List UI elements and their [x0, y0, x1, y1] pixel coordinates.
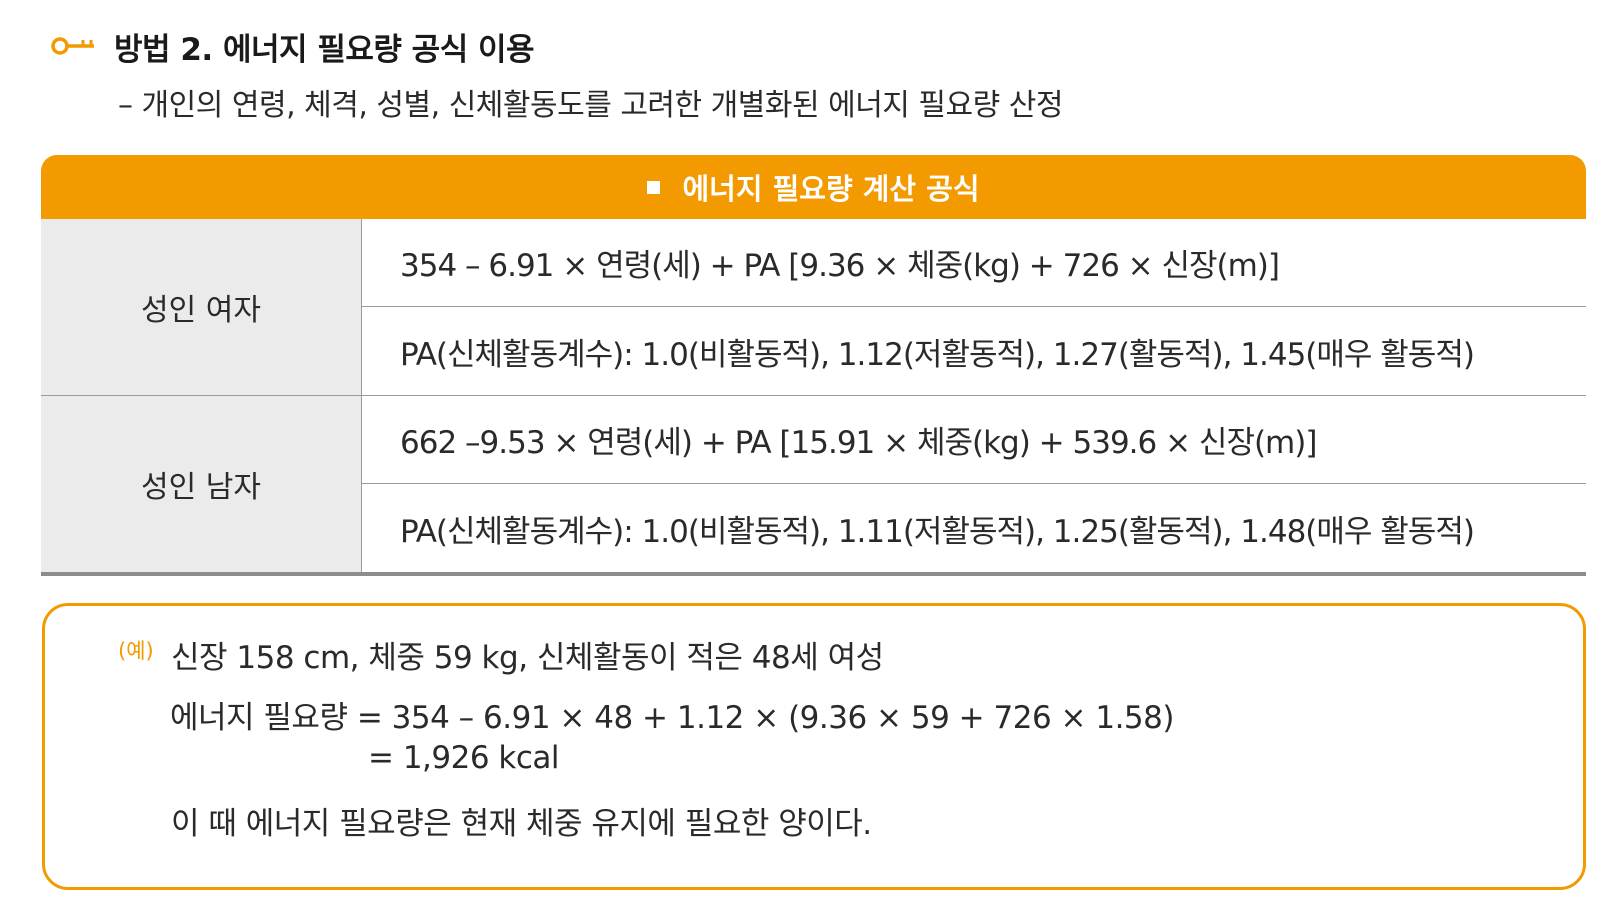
formula-row: 354 – 6.91 × 연령(세) + PA [9.36 × 체중(kg) +…: [362, 219, 1586, 307]
example-case: 신장 158 cm, 체중 59 kg, 신체활동이 적은 48세 여성: [171, 640, 884, 676]
table-group-male: 성인 남자 662 –9.53 × 연령(세) + PA [15.91 × 체중…: [41, 396, 1586, 576]
example-result: = 1,926 kcal: [368, 740, 560, 776]
example-note: 이 때 에너지 필요량은 현재 체중 유지에 필요한 양이다.: [171, 806, 872, 842]
table-group-female: 성인 여자 354 – 6.91 × 연령(세) + PA [9.36 × 체중…: [41, 219, 1586, 396]
pa-row: PA(신체활동계수): 1.0(비활동적), 1.12(저활동적), 1.27(…: [400, 336, 1475, 373]
group-label: 성인 남자: [41, 396, 362, 572]
example-box: (예) 신장 158 cm, 체중 59 kg, 신체활동이 적은 48세 여성…: [42, 603, 1586, 890]
table-header-label: 에너지 필요량 계산 공식: [682, 172, 980, 206]
key-icon: [51, 37, 94, 55]
square-bullet-icon: [647, 180, 661, 194]
formula-table: 에너지 필요량 계산 공식 성인 여자 354 – 6.91 × 연령(세) +…: [41, 155, 1586, 576]
table-header: 에너지 필요량 계산 공식: [41, 155, 1586, 219]
pa-row: PA(신체활동계수): 1.0(비활동적), 1.11(저활동적), 1.25(…: [400, 513, 1475, 550]
page-title: 방법 2. 에너지 필요량 공식 이용: [114, 31, 535, 68]
example-equation: 에너지 필요량 = 354 – 6.91 × 48 + 1.12 × (9.36…: [170, 700, 1174, 736]
example-tag: (예): [118, 639, 154, 663]
page-subtitle: – 개인의 연령, 체격, 성별, 신체활동도를 고려한 개별화된 에너지 필요…: [118, 88, 1063, 123]
formula-row: 662 –9.53 × 연령(세) + PA [15.91 × 체중(kg) +…: [362, 396, 1586, 484]
section-heading: 방법 2. 에너지 필요량 공식 이용: [50, 24, 535, 68]
group-label: 성인 여자: [41, 219, 362, 395]
